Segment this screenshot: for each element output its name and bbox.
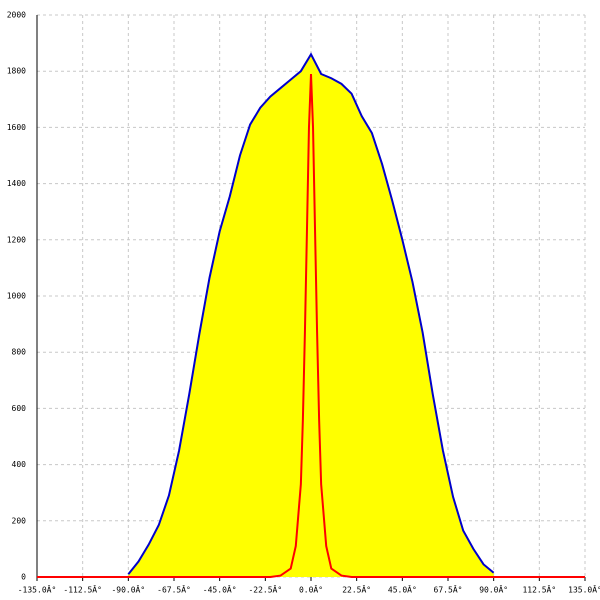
x-tick-label: -22.5Â° [248, 584, 282, 595]
y-tick-label: 600 [12, 404, 27, 413]
y-tick-label: 800 [12, 348, 27, 357]
y-tick-label: 1800 [7, 67, 26, 76]
area [128, 54, 494, 577]
x-tick-label: -67.5Â° [157, 584, 191, 595]
y-tick-label: 1200 [7, 235, 26, 244]
y-tick-label: 1600 [7, 123, 26, 132]
y-tick-label: 1400 [7, 179, 26, 188]
x-tick-label: 112.5Â° [522, 584, 556, 595]
x-tick-label: 22.5Â° [342, 584, 371, 595]
y-tick-label: 1000 [7, 292, 26, 301]
x-tick-label: -45.0Â° [203, 584, 237, 595]
line [37, 73, 585, 578]
x-tick-label: 90.0Â° [479, 584, 508, 595]
x-tick-label: -112.5Â° [63, 584, 102, 595]
y-tick-label: 400 [12, 460, 27, 469]
line [127, 52, 495, 575]
y-tick-label: 200 [12, 516, 27, 525]
y-tick-label: 0 [21, 573, 26, 582]
x-tick-label: 45.0Â° [388, 584, 417, 595]
x-tick-label: -135.0Â° [18, 584, 57, 595]
y-tick-label: 2000 [7, 11, 26, 20]
x-tick-label: -90.0Â° [111, 584, 145, 595]
x-tick-label: 135.0Â° [568, 584, 600, 595]
x-tick-label: 0.0Â° [299, 584, 323, 595]
x-tick-label: 67.5Â° [434, 584, 463, 595]
